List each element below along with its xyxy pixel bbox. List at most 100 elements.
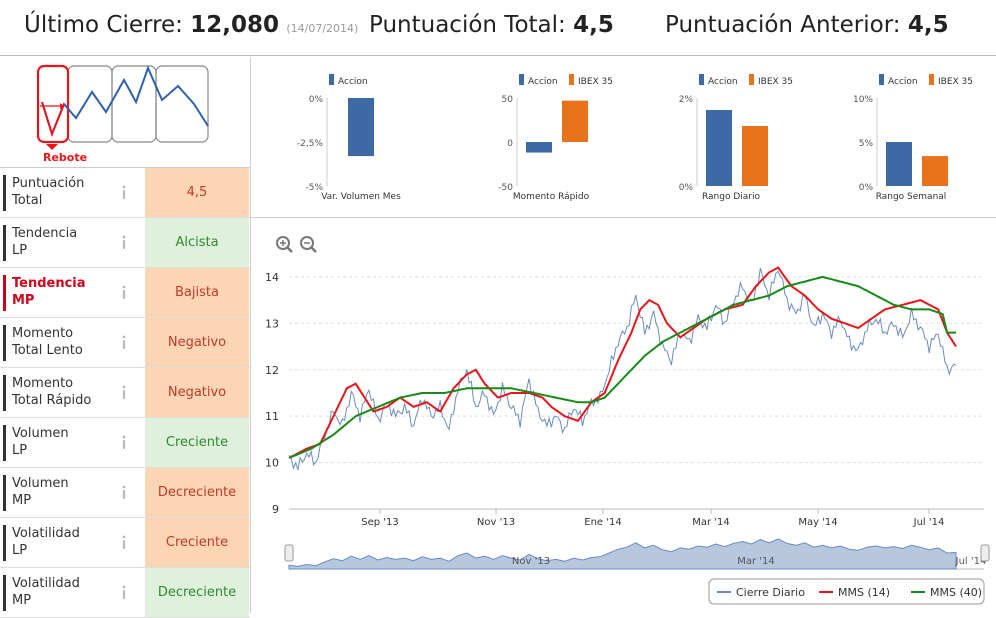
y-tick-label: 14 <box>265 271 279 284</box>
indicator-label-line2: Total <box>12 193 43 208</box>
indicator-value: Negativo <box>145 368 249 417</box>
last-close-value: 12,080 <box>190 12 280 38</box>
chart-legend: Cierre Diario MMS (14) MMS (40) <box>708 578 985 605</box>
indicator-label-line2: LP <box>12 443 28 458</box>
indicator-label-line2: MP <box>12 293 35 308</box>
x-tick-label: Mar '14 <box>692 517 730 528</box>
indicator-value: Creciente <box>145 518 249 567</box>
indicator-row: Volumen LP Creciente <box>0 418 250 468</box>
legend-swatch <box>329 74 334 85</box>
info-icon[interactable] <box>117 234 131 252</box>
y-tick-label: 10 <box>265 457 279 470</box>
mini-charts: Accion 0% -2,5% -5% Var. Volumen Mes Accion IB… <box>251 58 996 218</box>
y-tick-label: 2% <box>679 95 694 105</box>
indicator-row: Momento Total Rápido Negativo <box>0 368 250 418</box>
y-tick-label: 5% <box>859 139 874 149</box>
y-tick-label: 50 <box>502 95 514 105</box>
y-tick-label: -50 <box>498 183 513 193</box>
indicator-row: Tendencia MP Bajista <box>0 268 250 318</box>
legend-label: Accion <box>888 77 918 87</box>
mini-charts-svg: Accion 0% -2,5% -5%Var. Volumen Mes Accion IB… <box>297 74 973 202</box>
indicator-label: Momento Total Rápido <box>3 375 113 411</box>
price-chart: 14 13 12 11 10 9 Sep '13 Nov '13 Ene '14 Mar '14 M… <box>251 219 996 613</box>
indicator-label: Momento Total Lento <box>3 325 113 361</box>
bar-accion <box>706 110 732 186</box>
indicator-value: 4,5 <box>145 168 249 217</box>
indicator-label-line1: Tendencia <box>12 226 78 241</box>
zoom-out-button[interactable] <box>300 236 317 253</box>
legend-item[interactable]: MMS (14) <box>819 586 890 599</box>
info-icon[interactable] <box>117 484 131 502</box>
info-icon[interactable] <box>117 384 131 402</box>
y-tick-label: -5% <box>305 183 323 193</box>
y-tick-label: 13 <box>265 317 279 330</box>
rebote-highlight <box>36 64 70 144</box>
previous-score-value: 4,5 <box>907 12 949 38</box>
bar-ibex <box>562 100 588 142</box>
legend-swatch <box>699 74 704 85</box>
indicator-label: Volumen MP <box>3 475 113 511</box>
indicator-value: Creciente <box>145 418 249 467</box>
navigator-tick-label: Mar '14 <box>737 556 775 567</box>
mini-chart-title: Var. Volumen Mes <box>321 192 401 202</box>
legend-box <box>708 578 985 605</box>
legend-item[interactable]: MMS (40) <box>911 586 982 599</box>
indicator-label: Volatilidad MP <box>3 575 113 611</box>
indicator-label-line1: Volatilidad <box>12 526 80 541</box>
mini-chart-title: Rango Semanal <box>876 192 947 202</box>
indicator-label-line1: Volumen <box>12 476 69 491</box>
price-chart-svg: 14 13 12 11 10 9 Sep '13 Nov '13 Ene '14 Mar '14 M… <box>265 236 990 605</box>
mini-chart-title: Momento Rápido <box>513 192 590 202</box>
legend-label: Accion <box>528 77 558 87</box>
info-icon[interactable] <box>117 334 131 352</box>
indicator-row: Volumen MP Decreciente <box>0 468 250 518</box>
info-icon[interactable] <box>117 284 131 302</box>
indicator-row: Tendencia LP Alcista <box>0 218 250 268</box>
mms14-series-line <box>288 266 957 459</box>
legend-item[interactable]: Cierre Diario <box>717 586 805 599</box>
last-close: Último Cierre: 12,080 (14/07/2014) <box>24 12 359 38</box>
mini-chart: Accion IBEX 35 2% 0% Rango Diario <box>679 74 793 202</box>
pattern-thumbnail: Rebote <box>36 64 209 164</box>
indicator-label-line1: Tendencia <box>12 276 86 291</box>
indicator-value: Decreciente <box>145 568 249 617</box>
indicator-label: Puntuación Total <box>3 175 113 211</box>
indicator-label-line2: LP <box>12 543 28 558</box>
navigator-handle-left[interactable] <box>284 544 294 562</box>
indicator-label: Tendencia MP <box>3 275 113 311</box>
indicator-label: Volatilidad LP <box>3 525 113 561</box>
bar-ibex <box>922 156 948 186</box>
x-tick-label: May '14 <box>798 517 837 528</box>
y-tick-label: 0% <box>859 183 874 193</box>
navigator-tick-label: Nov '13 <box>512 556 550 567</box>
y-tick-label: -2,5% <box>297 139 324 149</box>
legend-label: IBEX 35 <box>758 77 793 87</box>
legend-label: MMS (14) <box>838 586 890 599</box>
indicator-value: Bajista <box>145 268 249 317</box>
indicator-row: Volatilidad LP Creciente <box>0 518 250 568</box>
x-tick-label: Nov '13 <box>477 517 515 528</box>
y-tick-label: 10% <box>853 95 873 105</box>
info-icon[interactable] <box>117 534 131 552</box>
indicator-value: Decreciente <box>145 468 249 517</box>
total-score: Puntuación Total: 4,5 <box>369 12 614 38</box>
indicator-label: Tendencia LP <box>3 225 113 261</box>
navigator-area <box>288 538 957 570</box>
y-tick-label: 11 <box>265 410 279 423</box>
mini-chart-title: Rango Diario <box>702 192 761 202</box>
indicator-row: Momento Total Lento Negativo <box>0 318 250 368</box>
info-icon[interactable] <box>117 584 131 602</box>
indicator-label-line1: Volumen <box>12 426 69 441</box>
close-series-line <box>288 267 957 471</box>
indicator-row: Puntuación Total 4,5 <box>0 168 250 218</box>
info-icon[interactable] <box>117 184 131 202</box>
info-icon[interactable] <box>117 434 131 452</box>
divider <box>250 58 251 613</box>
indicator-label-line2: MP <box>12 493 32 508</box>
navigator-handle-right[interactable] <box>980 544 990 562</box>
y-tick-label: 12 <box>265 364 279 377</box>
navigator-tick-label: Jul '14 <box>955 556 987 567</box>
zoom-in-button[interactable] <box>276 236 293 253</box>
indicator-row: Volatilidad MP Decreciente <box>0 568 250 618</box>
bar-accion <box>348 98 374 157</box>
